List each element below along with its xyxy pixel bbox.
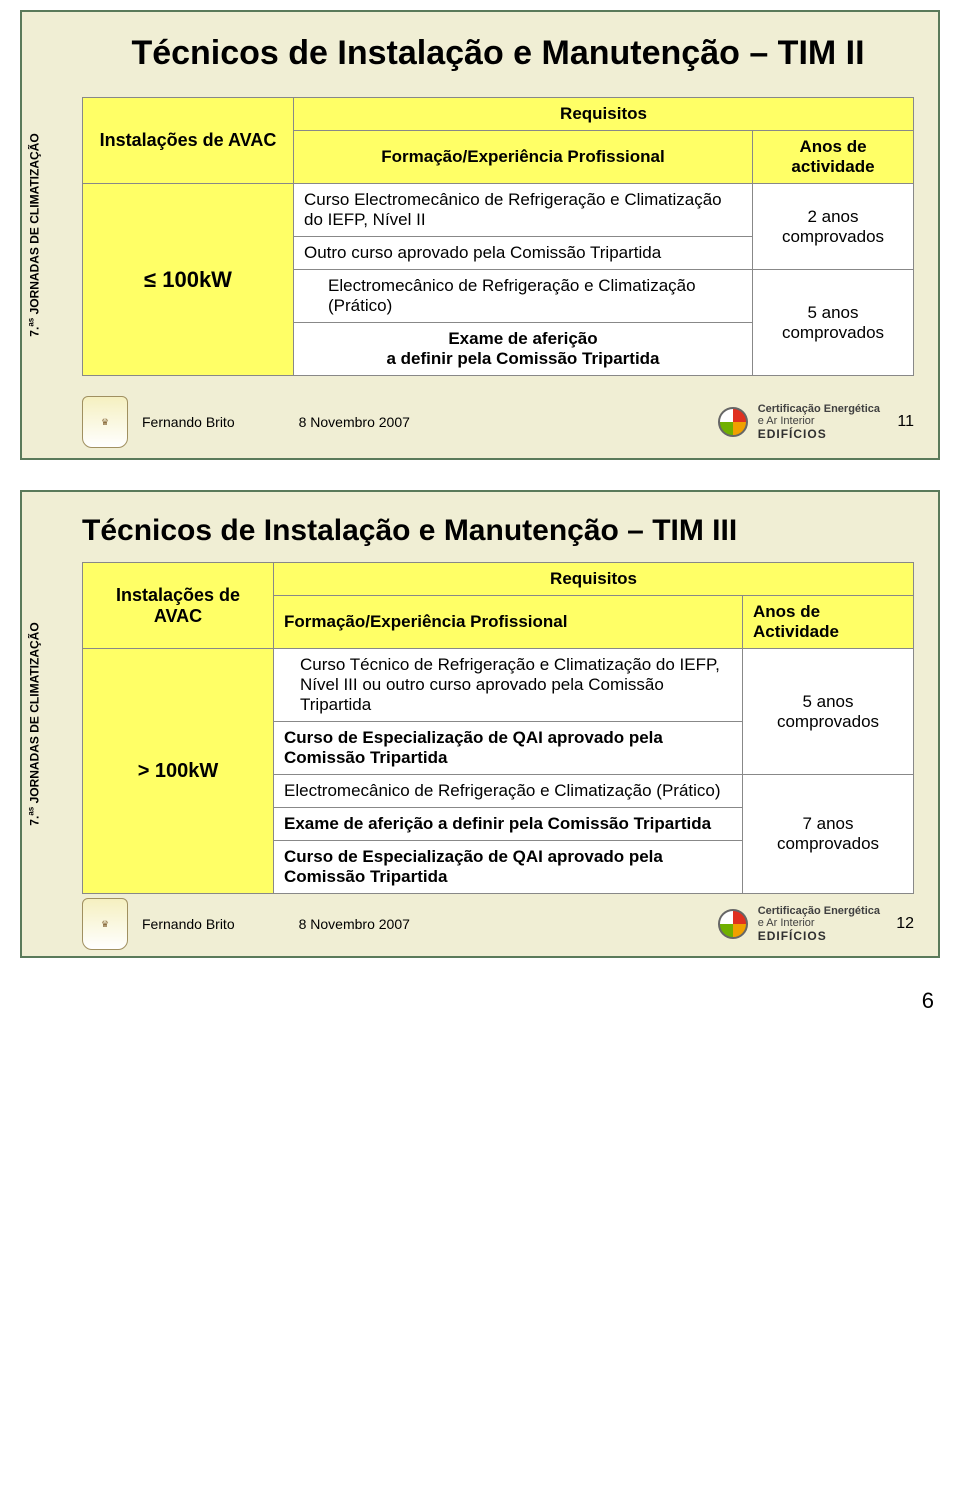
td2-r5: Curso de Especialização de QAI aprovado … xyxy=(274,841,743,894)
th-formacao: Formação/Experiência Profissional xyxy=(294,131,753,184)
slide-1: 7.as JORNADAS DE CLIMATIZAÇÃO Técnicos d… xyxy=(20,10,940,460)
th2-instalacoes: Instalações de AVAC xyxy=(83,563,274,649)
td-r1: Curso Electromecânico de Refrigeração e … xyxy=(294,184,753,237)
cert-line2: e Ar Interior xyxy=(758,415,880,428)
cert-icon xyxy=(718,407,748,437)
footer-right: Certificação Energética e Ar Interior ED… xyxy=(718,403,914,442)
cert-line3: EDIFÍCIOS xyxy=(758,428,880,442)
crest-icon-2: ♛ xyxy=(82,898,128,950)
slide-1-pagenum: 11 xyxy=(890,413,914,431)
td2-anos1: 5 anos comprovados xyxy=(743,649,914,775)
td-anos1: 2 anos comprovados xyxy=(753,184,914,270)
td-r4: Exame de aferição a definir pela Comissã… xyxy=(294,323,753,376)
slide-2-footer: ♛ Fernando Brito 8 Novembro 2007 Certifi… xyxy=(82,898,914,950)
td-anos2: 5 anos comprovados xyxy=(753,270,914,376)
footer-left: ♛ Fernando Brito 8 Novembro 2007 xyxy=(82,396,410,448)
slide-1-table: Instalações de AVAC Requisitos Formação/… xyxy=(82,97,914,376)
th-instalacoes: Instalações de AVAC xyxy=(83,98,294,184)
th-requisitos: Requisitos xyxy=(294,98,914,131)
cert-text: Certificação Energética e Ar Interior ED… xyxy=(758,403,880,442)
crest-icon: ♛ xyxy=(82,396,128,448)
cert-line1: Certificação Energética xyxy=(758,403,880,416)
td2-r3: Electromecânico de Refrigeração e Climat… xyxy=(274,775,743,808)
cert-icon-2 xyxy=(718,909,748,939)
footer-author-2: Fernando Brito xyxy=(142,916,235,932)
td2-r2: Curso de Especialização de QAI aprovado … xyxy=(274,722,743,775)
th-anos: Anos de actividade xyxy=(753,131,914,184)
footer-author: Fernando Brito xyxy=(142,414,235,430)
footer-right-2: Certificação Energética e Ar Interior ED… xyxy=(718,905,914,944)
cert-line1-2: Certificação Energética xyxy=(758,905,880,918)
slide-1-title: Técnicos de Instalação e Manutenção – TI… xyxy=(82,34,914,73)
side-label-2: 7.as JORNADAS DE CLIMATIZAÇÃO xyxy=(27,622,42,825)
td-r2: Outro curso aprovado pela Comissão Tripa… xyxy=(294,237,753,270)
footer-date-2: 8 Novembro 2007 xyxy=(299,916,410,932)
footer-left-2: ♛ Fernando Brito 8 Novembro 2007 xyxy=(82,898,410,950)
slide-2-title: Técnicos de Instalação e Manutenção – TI… xyxy=(82,514,914,548)
th2-anos: Anos de Actividade xyxy=(743,596,914,649)
slide-2: 7.as JORNADAS DE CLIMATIZAÇÃO Técnicos d… xyxy=(20,490,940,958)
td2-capacity: > 100kW xyxy=(83,649,274,894)
footer-date: 8 Novembro 2007 xyxy=(299,414,410,430)
slide-2-table: Instalações de AVAC Requisitos Formação/… xyxy=(82,562,914,894)
td2-anos2: 7 anos comprovados xyxy=(743,775,914,894)
th2-formacao: Formação/Experiência Profissional xyxy=(274,596,743,649)
slide-2-inner: 7.as JORNADAS DE CLIMATIZAÇÃO Técnicos d… xyxy=(22,492,938,956)
th2-requisitos: Requisitos xyxy=(274,563,914,596)
td-capacity: ≤ 100kW xyxy=(83,184,294,376)
td2-r1: Curso Técnico de Refrigeração e Climatiz… xyxy=(274,649,743,722)
td2-r4: Exame de aferição a definir pela Comissã… xyxy=(274,808,743,841)
slide-2-pagenum: 12 xyxy=(890,915,914,933)
cert-text-2: Certificação Energética e Ar Interior ED… xyxy=(758,905,880,944)
slide-1-inner: 7.as JORNADAS DE CLIMATIZAÇÃO Técnicos d… xyxy=(22,12,938,458)
td-r3: Electromecânico de Refrigeração e Climat… xyxy=(294,270,753,323)
side-label: 7.as JORNADAS DE CLIMATIZAÇÃO xyxy=(27,133,42,336)
document-page-number: 6 xyxy=(20,988,940,1014)
slide-1-footer: ♛ Fernando Brito 8 Novembro 2007 Certifi… xyxy=(82,396,914,448)
cert-line3-2: EDIFÍCIOS xyxy=(758,930,880,944)
cert-line2-2: e Ar Interior xyxy=(758,917,880,930)
